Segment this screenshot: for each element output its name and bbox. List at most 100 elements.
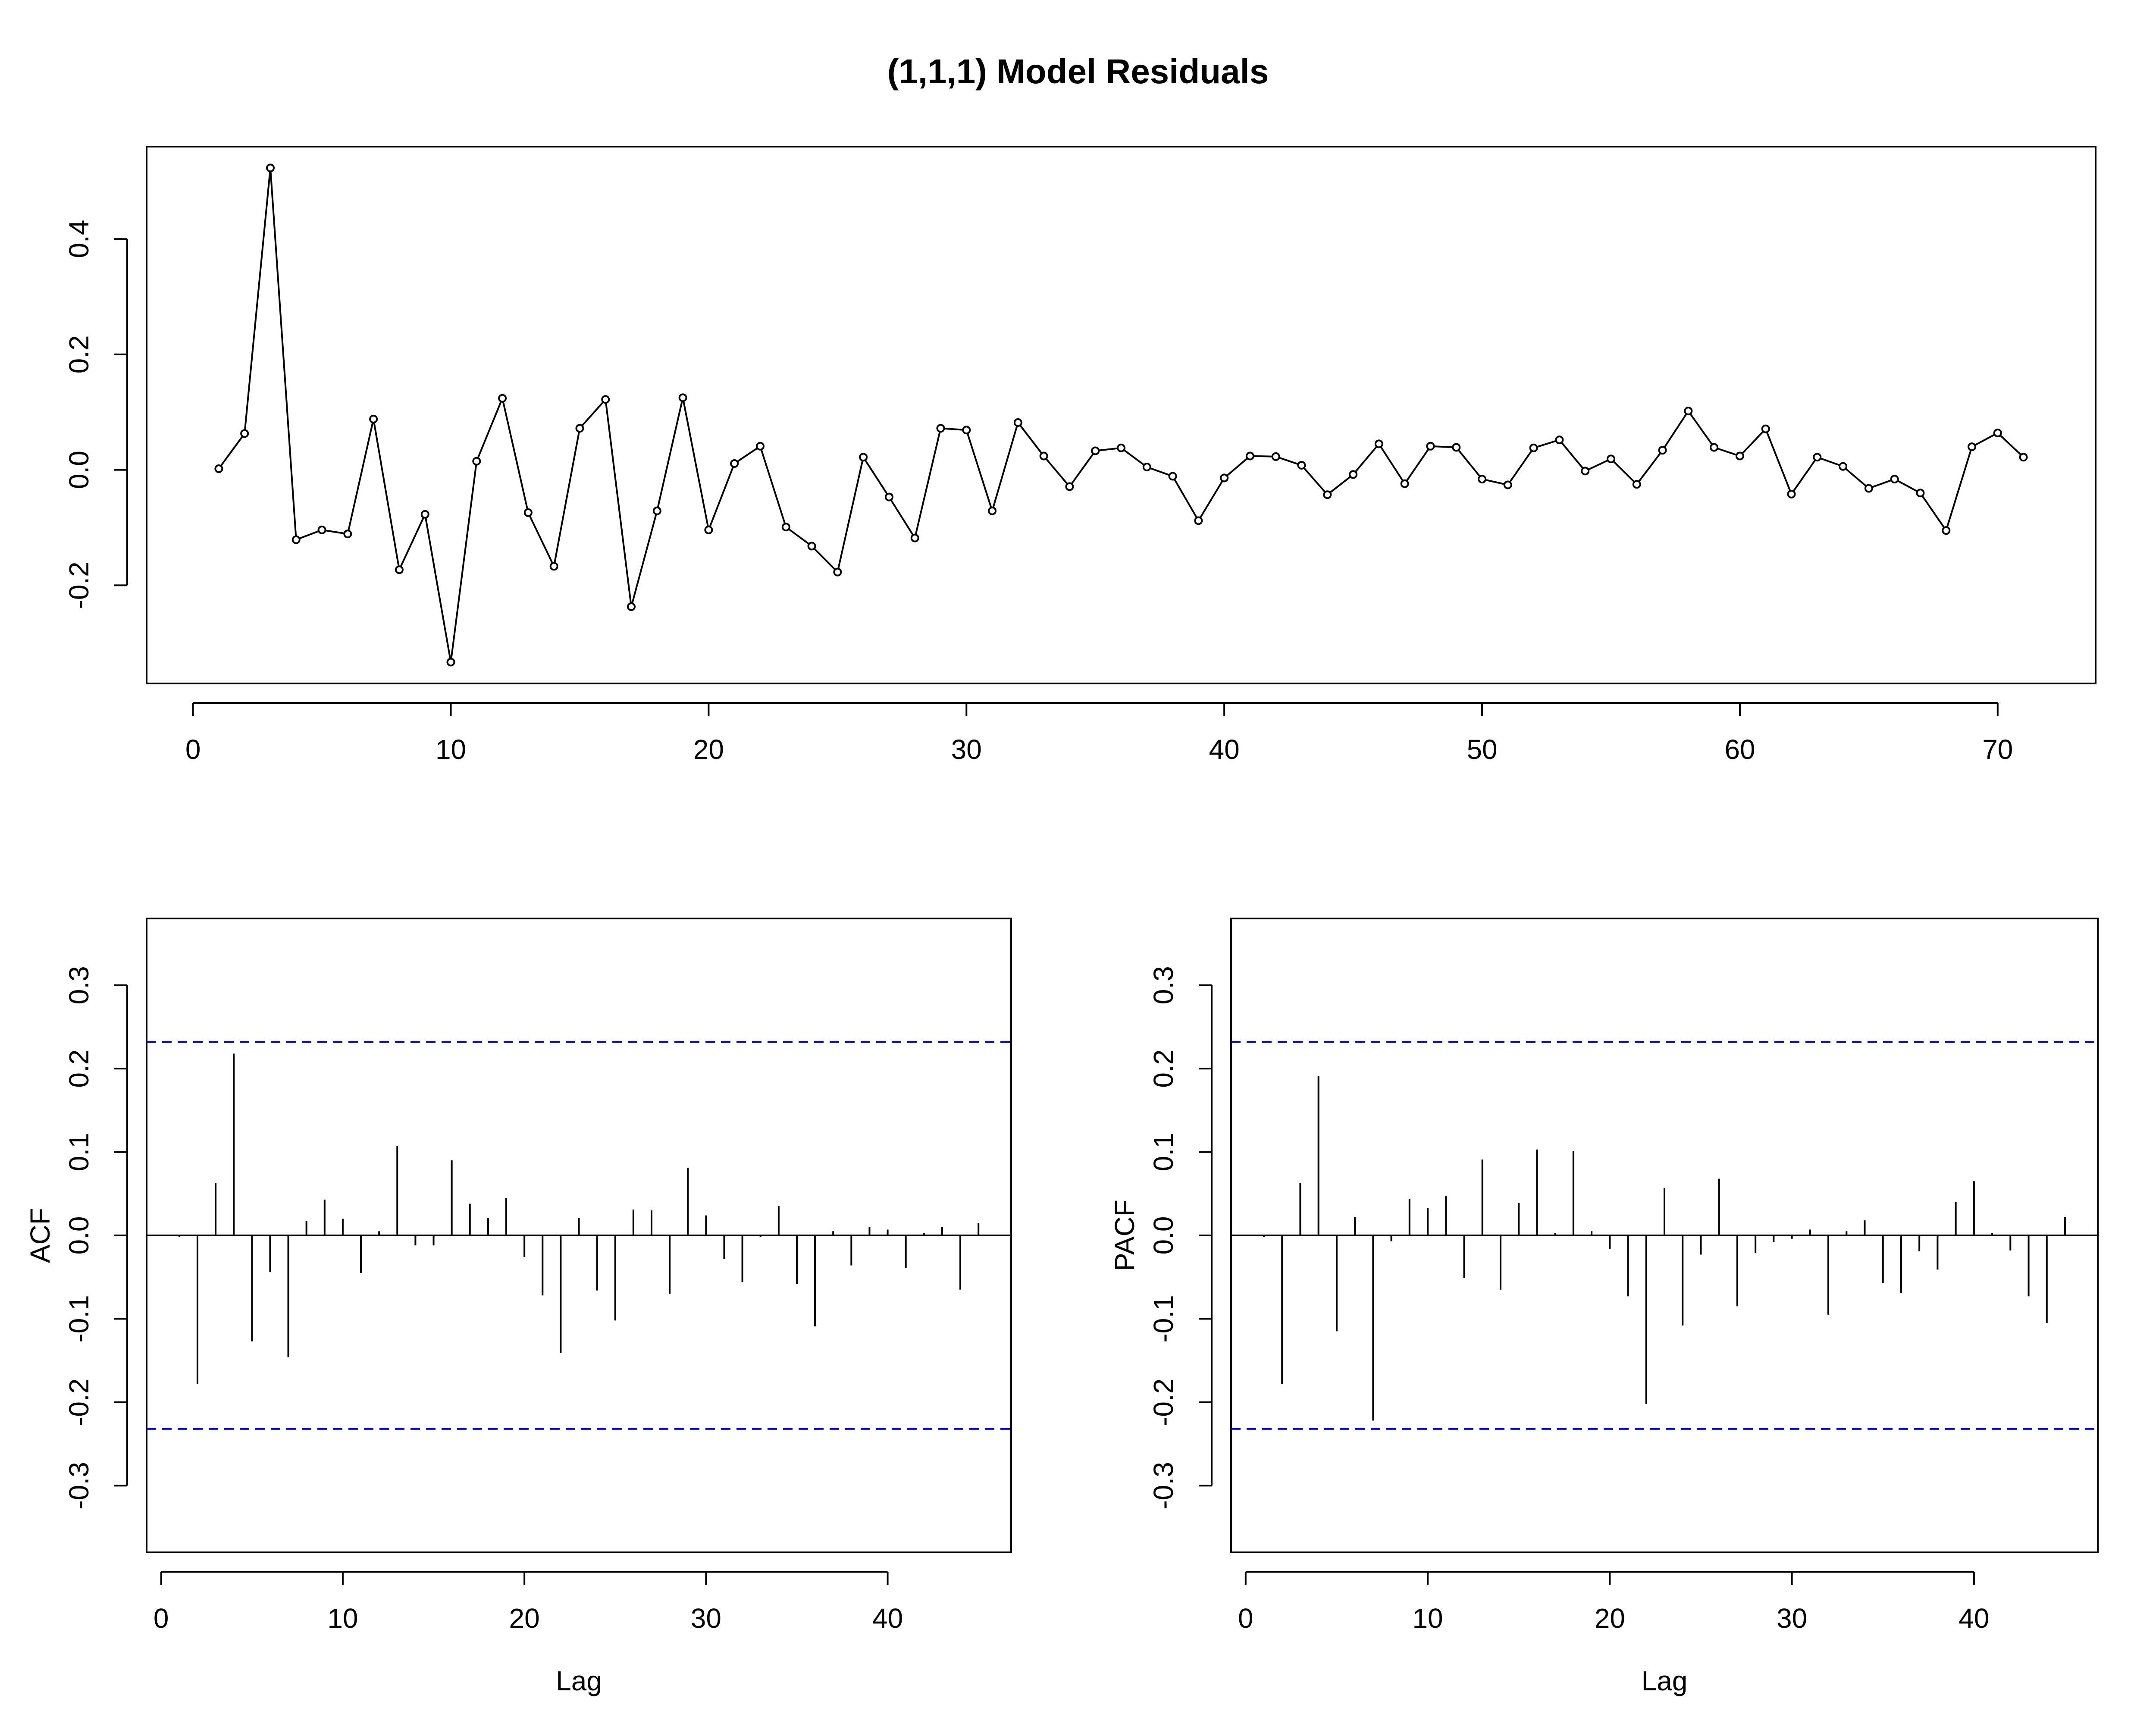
pacf-y-tick-label: 0.2 [1148, 1050, 1179, 1088]
acf-y-tick-label: -0.3 [63, 1462, 94, 1509]
pacf-y-axis-title: PACF [1109, 1200, 1140, 1271]
pacf-x-tick-label: 40 [1959, 1603, 1989, 1634]
residuals-point [1890, 475, 1899, 484]
residuals-point [369, 414, 378, 423]
acf-x-tick-label: 40 [872, 1603, 903, 1634]
pacf-x-tick-label: 30 [1777, 1603, 1807, 1634]
pacf-panel: 0 10 20 30 40 -0.3 -0.2 -0.1 0.0 0.1 0.2 0.3 Lag PACF [1109, 918, 2099, 1696]
acf-x-tick-label: 20 [509, 1603, 540, 1634]
residuals-point [1271, 452, 1280, 461]
residuals-point [781, 523, 790, 532]
residuals-point [1710, 443, 1719, 452]
residuals-point [1117, 443, 1125, 452]
residuals-point [1194, 516, 1203, 525]
residuals-point [2019, 453, 2028, 462]
residuals-point [1013, 418, 1022, 427]
residuals-point [240, 429, 249, 438]
residuals-point [1142, 462, 1151, 471]
residuals-point [1787, 489, 1796, 498]
residuals-point [343, 530, 352, 539]
residuals-point [498, 394, 507, 403]
pacf-x-axis-title: Lag [1642, 1665, 1688, 1696]
residuals-point [1761, 424, 1770, 433]
residuals-point [1942, 526, 1951, 535]
pacf-y-tick-label: 0.1 [1148, 1133, 1179, 1171]
residuals-point [936, 424, 945, 433]
residuals-x-tick-label: 60 [1724, 734, 1755, 765]
residuals-point [730, 459, 739, 468]
acf-x-axis-title: Lag [556, 1665, 602, 1696]
residuals-point [1400, 479, 1409, 488]
residuals-y-tick-label: 0.0 [63, 451, 94, 489]
pacf-y-tick-label: 0.3 [1148, 966, 1179, 1004]
residuals-point [1039, 451, 1048, 461]
residuals-y-tick-label: 0.2 [63, 335, 94, 373]
acf-panel: 0 10 20 30 40 -0.3 -0.2 -0.1 0.0 0.1 0.2 0.3 Lag ACF [25, 918, 1012, 1696]
residuals-panel: 0 10 20 30 40 50 60 70 -0.2 0.0 0.2 0.4 [63, 146, 2096, 765]
residuals-point [859, 453, 868, 462]
residuals-point [575, 424, 584, 433]
residuals-x-tick-label: 20 [693, 734, 724, 765]
residuals-point [1374, 439, 1383, 448]
residuals-plot-frame [146, 146, 2096, 684]
residuals-x-tick-label: 0 [185, 734, 201, 765]
residuals-x-tick-label: 10 [436, 734, 466, 765]
residuals-point [1349, 470, 1358, 479]
residuals-point [1735, 451, 1744, 461]
residuals-point [1529, 443, 1538, 452]
residuals-point [1091, 446, 1100, 455]
residuals-point [1503, 480, 1512, 489]
residuals-point [755, 442, 765, 451]
residuals-point [395, 565, 404, 574]
residuals-point [1993, 429, 2002, 437]
residuals-x-tick-label: 70 [1982, 734, 2013, 765]
pacf-y-tick-label: 0.0 [1148, 1216, 1179, 1255]
residuals-y-tick-label: -0.2 [63, 561, 94, 609]
residuals-x-tick-label: 40 [1209, 734, 1240, 765]
page-title: (1,1,1) Model Residuals [887, 52, 1269, 91]
residuals-point [652, 506, 661, 515]
residuals-point [1813, 453, 1822, 462]
residuals-point [1658, 446, 1667, 455]
residuals-point [1323, 490, 1332, 499]
residuals-point [420, 510, 429, 519]
residuals-point [214, 464, 223, 473]
residuals-point [1245, 451, 1254, 461]
residuals-series-line [218, 168, 2024, 662]
residuals-point [1684, 407, 1693, 416]
acf-y-tick-label: -0.1 [63, 1295, 94, 1342]
residuals-point [1864, 484, 1873, 493]
acf-x-tick-label: 0 [154, 1603, 169, 1634]
residuals-point [1452, 443, 1461, 452]
residuals-point [1220, 473, 1229, 483]
residuals-point [1478, 475, 1487, 484]
acf-x-tick-label: 10 [327, 1603, 358, 1634]
residuals-point [1606, 454, 1615, 464]
residuals-point [962, 426, 971, 435]
residuals-point [1632, 480, 1641, 489]
residuals-point [1968, 442, 1977, 451]
residuals-point [884, 492, 893, 501]
residuals-point [291, 535, 301, 544]
pacf-x-tick-label: 10 [1412, 1603, 1443, 1634]
residuals-x-tick-label: 50 [1467, 734, 1497, 765]
acf-y-axis-title: ACF [25, 1208, 56, 1263]
residuals-point [1168, 472, 1177, 481]
acf-y-tick-label: 0.0 [63, 1216, 94, 1255]
residuals-point [549, 562, 558, 571]
acf-y-tick-label: 0.2 [63, 1050, 94, 1088]
residuals-point [910, 533, 919, 542]
residuals-point [266, 163, 275, 172]
residuals-y-tick-label: 0.4 [63, 220, 94, 258]
residuals-point [988, 506, 997, 515]
residuals-point [1581, 467, 1590, 476]
residuals-point [1916, 489, 1925, 498]
pacf-x-tick-label: 20 [1595, 1603, 1625, 1634]
residuals-point [1839, 462, 1848, 471]
residuals-point [1426, 442, 1435, 451]
residuals-point [833, 567, 842, 577]
acf-y-tick-label: -0.2 [63, 1379, 94, 1426]
residuals-x-tick-label: 30 [951, 734, 982, 765]
